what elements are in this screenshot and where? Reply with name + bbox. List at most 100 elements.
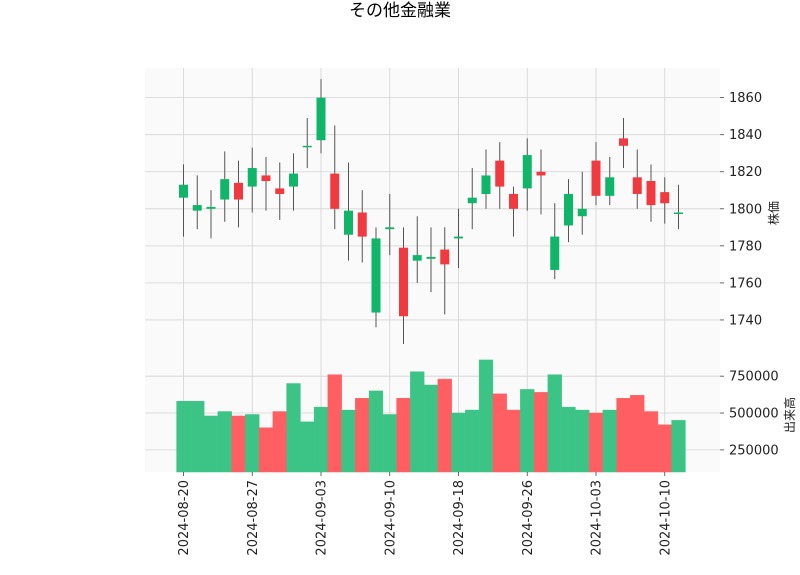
volume-bar [355, 398, 370, 473]
x-tick-label: 2024-08-20 [177, 480, 192, 556]
price-plot-area [145, 68, 720, 357]
candle-up [206, 206, 216, 209]
candle-up [564, 193, 573, 226]
candle-down [536, 171, 546, 176]
candle-up [522, 155, 532, 189]
volume-bar [533, 392, 549, 473]
volume-bar [313, 406, 329, 473]
volume-bar [217, 411, 232, 473]
volume-bar [561, 406, 576, 473]
volume-bar [245, 414, 260, 473]
candle-down [509, 193, 518, 209]
candle-up [605, 177, 615, 196]
volume-tick-label: 500000 [729, 407, 779, 422]
volume-bar [410, 371, 425, 473]
candle-up [192, 205, 202, 211]
price-tick-label: 1820 [729, 165, 762, 180]
candle-down [330, 173, 340, 209]
volume-bar [190, 400, 205, 473]
candle-down [357, 212, 367, 237]
candle-up [481, 175, 491, 194]
volume-bar [368, 390, 384, 473]
volume-bar [203, 415, 219, 473]
candle-up [371, 238, 381, 313]
volume-bar [465, 409, 480, 473]
price-tick-label: 1760 [729, 276, 762, 291]
volume-bar [575, 409, 590, 473]
volume-bar [478, 359, 494, 473]
volume-bar [396, 398, 411, 473]
price-tick-label: 1800 [729, 202, 762, 217]
candle-down [261, 175, 271, 182]
candle-up [426, 256, 436, 259]
volume-bar [272, 411, 287, 473]
price-tick-label: 1740 [729, 313, 762, 328]
volume-bar [327, 374, 342, 473]
candle-up [385, 227, 395, 230]
volume-panel: 250000 500000 750000 [145, 357, 779, 473]
volume-axis-label: 出来高 [782, 397, 797, 433]
volume-bar [423, 384, 439, 473]
volume-bar [382, 414, 397, 473]
candle-up [289, 173, 298, 187]
price-axis-label: 株価 [766, 201, 781, 225]
volume-bar [286, 383, 301, 473]
candle-down [660, 192, 670, 204]
price-tick-label: 1780 [729, 239, 762, 254]
volume-tick-label: 250000 [729, 443, 779, 458]
volume-bar [630, 395, 645, 473]
candle-up [302, 145, 312, 148]
volume-bar [300, 421, 315, 473]
candle-down [275, 188, 285, 194]
candle-up [220, 179, 230, 200]
candle-down [646, 181, 656, 206]
candle-up [577, 208, 587, 217]
volume-bar [671, 420, 686, 473]
x-tick-label: 2024-10-03 [590, 480, 605, 556]
candle-up [550, 236, 560, 270]
candle-down [399, 247, 408, 317]
volume-bar [176, 400, 191, 473]
candle-down [495, 160, 505, 187]
candle-up [454, 236, 463, 239]
candle-up [247, 168, 257, 187]
candle-down [619, 138, 628, 146]
volume-bar [657, 424, 672, 473]
candle-up [316, 97, 326, 141]
volume-bar [520, 389, 535, 473]
volume-bar [506, 409, 521, 473]
price-tick-label: 1860 [729, 91, 762, 106]
x-tick-label: 2024-08-27 [246, 480, 261, 556]
volume-bar [643, 411, 659, 473]
volume-bar [602, 409, 617, 473]
candle-down [234, 182, 243, 200]
x-tick-label: 2024-09-03 [315, 480, 330, 556]
x-tick-label: 2024-09-26 [521, 480, 536, 556]
chart-title: その他金融業 [349, 1, 451, 21]
price-tick-label: 1840 [729, 128, 762, 143]
x-tick-label: 2024-10-10 [658, 480, 673, 556]
price-panel: 1740 1760 1780 1800 1820 1840 1860 [145, 68, 762, 357]
candle-down [591, 160, 601, 196]
volume-bar [341, 409, 356, 473]
volume-bar [258, 427, 274, 473]
x-tick-label: 2024-09-10 [383, 480, 398, 556]
candle-up [467, 197, 477, 204]
volume-tick-label: 750000 [729, 370, 779, 385]
candle-down [440, 249, 450, 265]
candle-up [674, 212, 683, 214]
x-tick-label: 2024-09-18 [452, 480, 467, 556]
volume-bar [492, 393, 507, 473]
volume-bar [547, 374, 562, 473]
volume-bar [451, 412, 466, 473]
volume-bar [231, 415, 246, 473]
volume-bar [616, 398, 631, 473]
candle-up [344, 210, 353, 235]
volume-bar [588, 412, 604, 473]
volume-bar [437, 378, 452, 473]
candle-down [632, 177, 642, 194]
x-axis: 2024-08-20 2024-08-27 2024-09-03 2024-09-10… [177, 472, 673, 556]
candle-up [179, 184, 188, 198]
candle-up [412, 255, 422, 261]
